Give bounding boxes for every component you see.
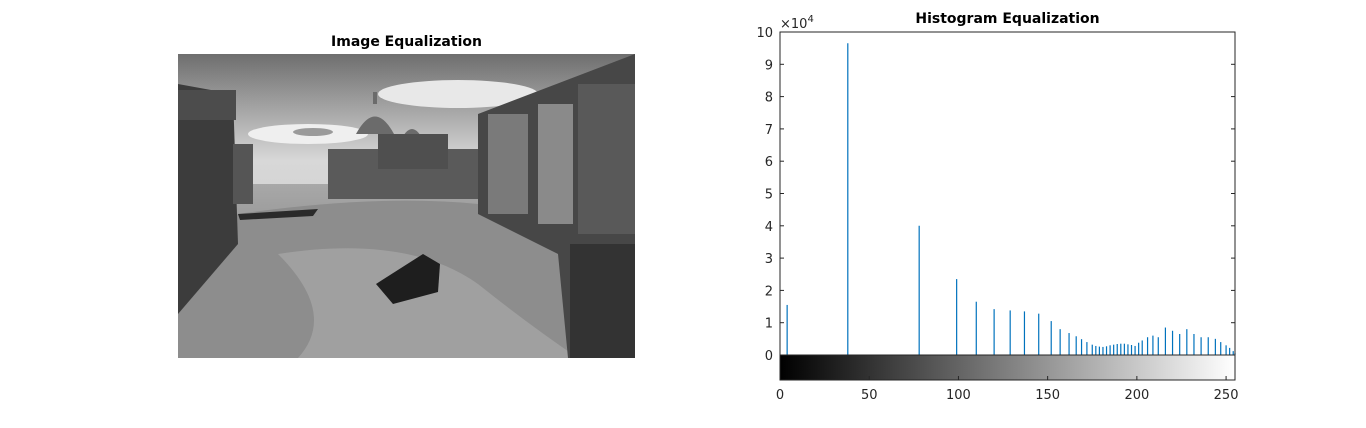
y-tick-label: 10 — [756, 26, 773, 41]
y-tick-label: 0 — [765, 349, 773, 364]
x-tick-label: 250 — [1214, 388, 1239, 403]
y-exponent-label: ×104 — [780, 14, 814, 32]
y-tick-label: 5 — [765, 188, 773, 203]
grayscale-colorbar — [779, 354, 1236, 381]
histogram-title: Histogram Equalization — [915, 11, 1100, 27]
x-tick-label: 100 — [946, 388, 971, 403]
y-tick-label: 9 — [765, 58, 773, 73]
y-tick-label: 6 — [765, 155, 773, 170]
x-tick-label: 50 — [861, 388, 878, 403]
plot-area — [780, 32, 1235, 355]
equalized-photo — [178, 54, 635, 358]
y-tick-label: 4 — [765, 220, 773, 235]
x-tick-label: 0 — [776, 388, 784, 403]
y-tick-label: 1 — [765, 317, 773, 332]
x-tick-label: 200 — [1124, 388, 1149, 403]
y-tick-label: 8 — [765, 91, 773, 106]
y-tick-label: 3 — [765, 252, 773, 267]
y-tick-label: 2 — [765, 284, 773, 299]
image-title: Image Equalization — [331, 34, 482, 50]
y-tick-label: 7 — [765, 123, 773, 138]
x-tick-label: 150 — [1035, 388, 1060, 403]
